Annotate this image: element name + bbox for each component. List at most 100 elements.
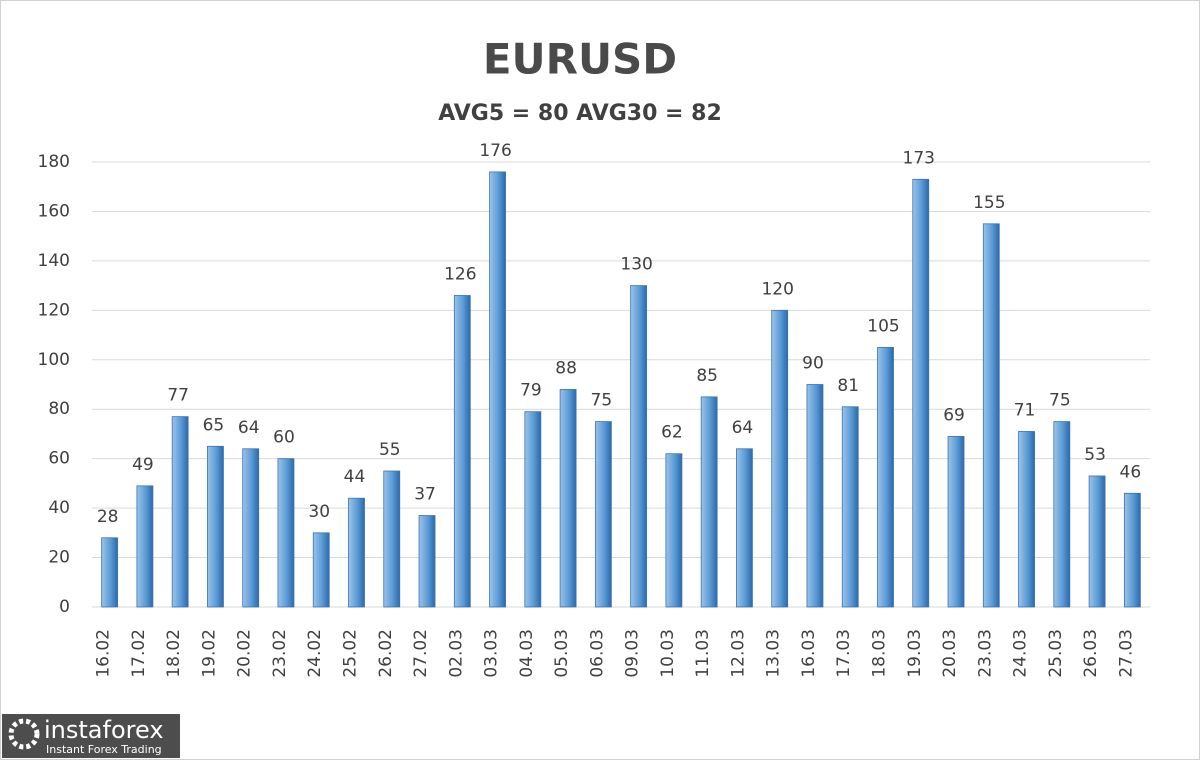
x-tick-label: 24.03 [1011,629,1031,678]
value-label: 44 [344,467,366,487]
y-tick-label: 40 [48,498,70,518]
y-tick-label: 80 [48,399,70,419]
value-label: 65 [203,415,225,435]
x-tick-label: 27.03 [1116,629,1136,678]
x-tick-label: 19.02 [199,629,219,678]
value-label: 49 [132,455,154,475]
value-label: 53 [1084,445,1106,465]
chart-title: EURUSD [483,35,677,84]
x-tick-label: 17.02 [129,629,149,678]
value-label: 120 [761,279,793,299]
bar [982,223,1000,608]
x-tick-label: 09.03 [623,629,643,678]
y-tick-label: 120 [38,300,70,320]
bar [312,532,330,608]
x-tick-label: 26.03 [1081,629,1101,678]
y-tick-label: 60 [48,449,70,469]
value-label: 28 [97,507,119,527]
x-tick-label: 11.03 [693,629,713,678]
bar [630,285,648,608]
bar [841,406,859,608]
value-label: 64 [238,418,260,438]
value-label: 85 [696,366,718,386]
x-tick-label: 10.03 [658,629,678,678]
bar [524,411,542,608]
value-label: 79 [520,381,542,401]
x-tick-label: 16.02 [94,629,114,678]
bar [771,309,789,608]
x-tick-label: 04.03 [517,629,537,678]
x-tick-label: 19.03 [905,629,925,678]
bar [489,171,506,608]
x-tick-label: 13.03 [764,629,784,678]
bar [1053,421,1071,608]
value-label: 55 [379,440,401,460]
bar [101,537,119,608]
bar [1088,475,1106,608]
x-tick-label: 25.02 [341,629,361,678]
logo-brand: instaforex [44,716,164,744]
x-tick-label: 17.03 [834,629,854,678]
logo-box [2,714,180,758]
bar [418,515,436,608]
bar [242,448,260,608]
y-tick-label: 100 [38,350,70,370]
logo-icon [8,718,40,750]
x-tick-label: 18.03 [870,629,890,678]
x-tick-label: 16.03 [799,629,819,678]
x-tick-label: 26.02 [376,629,396,678]
value-label: 75 [1049,391,1071,411]
value-label: 77 [167,386,189,406]
bar [947,436,965,608]
y-tick-label: 0 [59,597,70,617]
bar [383,470,401,608]
x-tick-label: 25.03 [1046,629,1066,678]
x-tick-label: 24.02 [305,629,325,678]
value-label: 88 [555,358,577,378]
logo: instaforex Instant Forex Trading [2,714,180,758]
value-label: 130 [620,255,652,275]
value-label: 30 [308,502,330,522]
value-label: 64 [732,418,754,438]
value-label: 37 [414,485,436,505]
value-label: 71 [1014,400,1036,420]
y-tick-label: 180 [38,152,70,172]
bar [559,389,577,608]
value-label: 69 [943,405,965,425]
x-tick-label: 02.03 [446,629,466,678]
value-label: 90 [802,354,824,374]
value-label: 176 [479,141,511,161]
bar [453,295,471,608]
logo-tagline: Instant Forex Trading [46,743,162,756]
bar [700,396,718,608]
x-tick-label: 18.02 [164,629,184,678]
bar [171,416,189,608]
x-tick-label: 12.03 [728,629,748,678]
y-tick-label: 20 [48,548,70,568]
value-label: 81 [837,376,859,396]
value-label: 155 [973,193,1005,213]
x-tick-label: 23.03 [975,629,995,678]
x-tick-label: 23.02 [270,629,290,678]
value-label: 105 [867,316,899,336]
bar [1018,431,1035,608]
bar [912,178,930,608]
value-label: 75 [591,391,613,411]
bar [877,347,894,608]
x-tick-label: 27.02 [411,629,431,678]
x-tick-label: 06.03 [587,629,607,678]
bar [207,445,224,608]
y-tick-label: 140 [38,251,70,271]
x-tick-label: 03.03 [482,629,502,678]
x-tick-label: 20.02 [235,629,255,678]
bar [594,421,612,608]
value-label: 173 [903,148,935,168]
bar [277,458,295,608]
x-tick-label: 20.03 [940,629,960,678]
value-label: 126 [444,265,476,285]
x-tick-label: 05.03 [552,629,572,678]
value-label: 46 [1120,462,1142,482]
bar [136,485,154,608]
bar [736,448,753,608]
